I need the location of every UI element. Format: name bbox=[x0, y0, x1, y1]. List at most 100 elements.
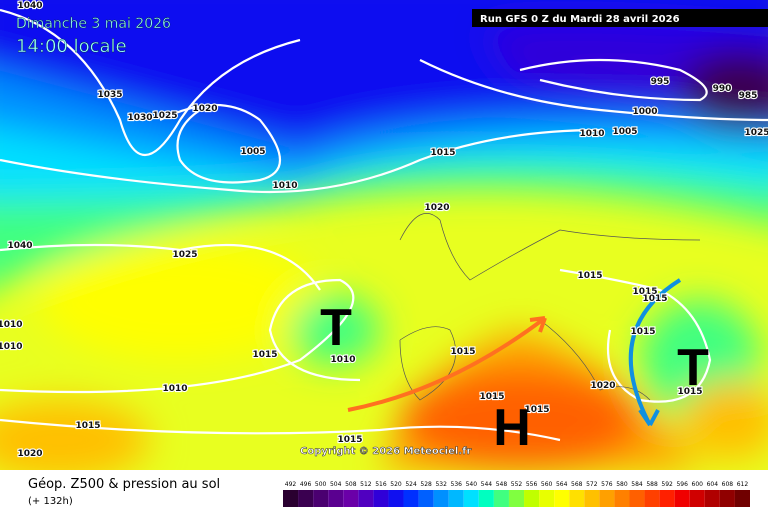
scale-label: 600 bbox=[692, 481, 704, 488]
scale-label: 508 bbox=[345, 481, 357, 488]
scale-label: 516 bbox=[375, 481, 387, 488]
run-info: Run GFS 0 Z du Mardi 28 avril 2026 bbox=[480, 14, 680, 25]
isobar-label: 1015 bbox=[642, 294, 667, 304]
scale-label: 596 bbox=[676, 481, 688, 488]
isobar-label: 1010 bbox=[579, 129, 604, 139]
scale-swatch bbox=[433, 490, 449, 507]
isobar-label: 1015 bbox=[630, 327, 655, 337]
flow-arrow-head bbox=[529, 316, 547, 333]
scale-label: 592 bbox=[661, 481, 673, 488]
scale-label: 604 bbox=[707, 481, 719, 488]
scale-swatch bbox=[569, 490, 585, 507]
time: 14:00 locale bbox=[16, 36, 127, 57]
scale-label: 560 bbox=[541, 481, 553, 488]
scale-swatch bbox=[599, 490, 615, 507]
isobar-label: 1015 bbox=[450, 347, 475, 357]
scale-label: 556 bbox=[526, 481, 538, 488]
scale-swatch bbox=[674, 490, 690, 507]
isobar-label: 1010 bbox=[162, 384, 187, 394]
scale-swatch bbox=[448, 490, 464, 507]
scale-swatch bbox=[704, 490, 720, 507]
scale-swatch bbox=[343, 490, 359, 507]
isobar-label: 1020 bbox=[590, 381, 615, 391]
scale-label: 500 bbox=[315, 481, 327, 488]
isobar-label: 1015 bbox=[577, 271, 602, 281]
scale-swatch bbox=[388, 490, 404, 507]
scale-label: 520 bbox=[390, 481, 402, 488]
isobar-label: 1015 bbox=[430, 148, 455, 158]
scale-swatch bbox=[554, 490, 570, 507]
isobar-label: 1000 bbox=[632, 107, 657, 117]
isobar-label: 1010 bbox=[330, 355, 355, 365]
scale-swatch bbox=[719, 490, 735, 507]
scale-swatch bbox=[298, 490, 314, 507]
scale-swatch bbox=[614, 490, 630, 507]
high-center: H bbox=[493, 399, 531, 457]
field bbox=[0, 0, 768, 480]
scale-swatch bbox=[463, 490, 479, 507]
isobar-label: 1015 bbox=[524, 405, 549, 415]
low-center: T bbox=[320, 299, 352, 357]
scale-label: 512 bbox=[360, 481, 372, 488]
isobar-label: 1005 bbox=[612, 127, 637, 137]
isobar-label: 1020 bbox=[424, 203, 449, 213]
run-box bbox=[472, 9, 768, 27]
lead-time: (+ 132h) bbox=[28, 496, 73, 507]
copyright: Copyright © 2026 Meteociel.fr bbox=[300, 446, 471, 457]
scale-swatch bbox=[313, 490, 329, 507]
isobar-label: 1015 bbox=[677, 387, 702, 397]
scale-label: 548 bbox=[496, 481, 508, 488]
scale-swatch bbox=[418, 490, 434, 507]
isobar-label: 1015 bbox=[337, 435, 362, 445]
scale-label: 576 bbox=[601, 481, 613, 488]
scale-label: 540 bbox=[466, 481, 478, 488]
scale-swatch bbox=[373, 490, 389, 507]
scale-label: 612 bbox=[737, 481, 749, 488]
isobar-label: 990 bbox=[713, 84, 732, 94]
flow-arrow-head bbox=[638, 408, 660, 427]
scale-label: 496 bbox=[300, 481, 312, 488]
scale-swatch bbox=[584, 490, 600, 507]
scale-label: 568 bbox=[571, 481, 583, 488]
isobar-label: 1040 bbox=[7, 241, 32, 251]
date: Dimanche 3 mai 2026 bbox=[16, 16, 171, 32]
scale-swatch bbox=[403, 490, 419, 507]
isobar-label: 1015 bbox=[252, 350, 277, 360]
scale-swatch bbox=[478, 490, 494, 507]
scale-label: 584 bbox=[631, 481, 643, 488]
isobar-label: 1010 bbox=[0, 342, 23, 352]
isobar-label: 1015 bbox=[632, 287, 657, 297]
scale-label: 536 bbox=[451, 481, 463, 488]
isobar-label: 1040 bbox=[17, 1, 42, 11]
scale-label: 532 bbox=[435, 481, 447, 488]
scale-swatch bbox=[508, 490, 525, 507]
scale-label: 564 bbox=[556, 481, 568, 488]
isobar-label: 1025 bbox=[172, 250, 197, 260]
isobar-label: 1005 bbox=[240, 147, 265, 157]
scale-swatch bbox=[629, 490, 645, 507]
scale-swatch bbox=[328, 490, 344, 507]
scale-label: 492 bbox=[285, 481, 297, 488]
isobar-label: 1020 bbox=[17, 449, 42, 459]
scale-swatch bbox=[358, 490, 374, 507]
isobar-label: 1010 bbox=[272, 181, 297, 191]
scale-label: 552 bbox=[511, 481, 523, 488]
scale-label: 572 bbox=[586, 481, 598, 488]
scale-label: 544 bbox=[481, 481, 493, 488]
isobar-label: 985 bbox=[739, 91, 758, 101]
scale-swatch bbox=[644, 490, 660, 507]
isobar-label: 1020 bbox=[192, 104, 217, 114]
scale-label: 580 bbox=[616, 481, 628, 488]
scale-swatch bbox=[734, 490, 750, 507]
flow-arrow bbox=[347, 316, 547, 412]
isobar-label: 1025 bbox=[152, 111, 177, 121]
isobar-label: 1015 bbox=[479, 392, 504, 402]
isobar-lines bbox=[0, 8, 768, 442]
scale-label: 528 bbox=[420, 481, 432, 488]
isobar-label: 1025 bbox=[744, 128, 768, 138]
low-center: T bbox=[677, 339, 709, 397]
isobar-label: 1030 bbox=[127, 113, 152, 123]
isobar-label: 1010 bbox=[0, 320, 23, 330]
scale-label: 608 bbox=[722, 481, 734, 488]
